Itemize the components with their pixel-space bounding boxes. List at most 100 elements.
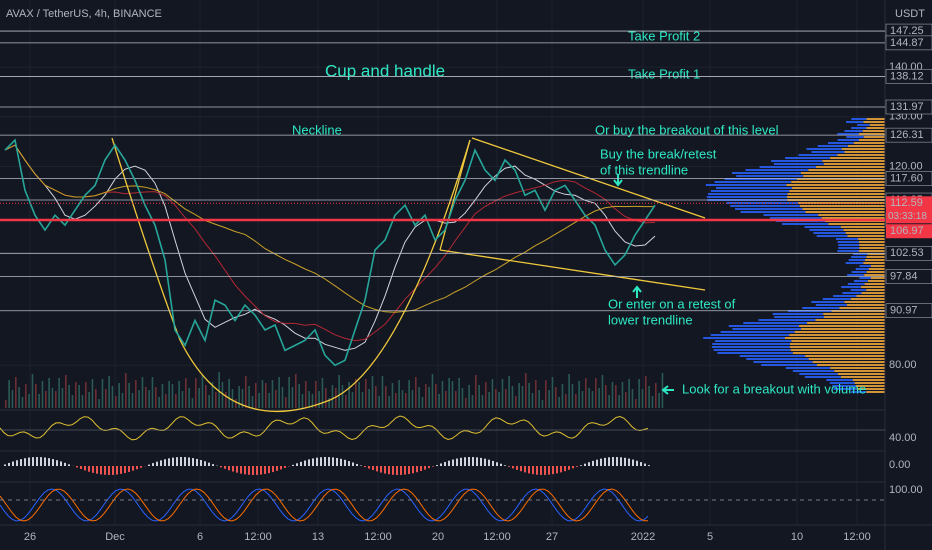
volume-bar xyxy=(391,383,394,408)
volume-bar xyxy=(545,380,547,408)
macd-hist xyxy=(352,462,354,466)
profile-blue xyxy=(815,304,847,306)
annotation: Or enter on a retest of xyxy=(608,296,736,311)
profile-blue xyxy=(734,208,803,210)
volume-bar xyxy=(35,384,37,408)
profile-orange xyxy=(808,169,885,171)
x-tick-label: 12:00 xyxy=(244,531,272,543)
macd-hist xyxy=(108,466,110,475)
macd-hist xyxy=(524,466,526,473)
macd-hist xyxy=(20,459,22,466)
profile-blue xyxy=(739,355,806,357)
macd-hist xyxy=(420,466,422,471)
macd-hist xyxy=(468,457,470,466)
profile-orange xyxy=(799,205,885,207)
profile-orange xyxy=(840,376,885,378)
volume-bar xyxy=(575,394,577,408)
macd-hist xyxy=(284,466,286,468)
macd-hist xyxy=(492,460,494,466)
macd-hist xyxy=(452,459,454,466)
macd-hist xyxy=(592,460,594,466)
macd-hist xyxy=(504,465,506,466)
volume-bar xyxy=(165,394,167,408)
volume-bar xyxy=(265,383,267,408)
macd-hist xyxy=(512,466,514,469)
level-label-bg xyxy=(885,246,932,261)
volume-bar xyxy=(461,388,464,408)
volume-bar xyxy=(21,397,24,408)
macd-hist xyxy=(640,462,642,466)
annotation: Take Profit 1 xyxy=(628,66,700,81)
profile-blue xyxy=(811,151,845,153)
decorations xyxy=(0,118,885,522)
x-tick-label: 12:00 xyxy=(483,531,511,543)
macd-hist xyxy=(632,459,634,466)
volume-bar xyxy=(158,397,160,408)
profile-blue xyxy=(847,274,865,276)
profile-orange xyxy=(786,196,885,198)
volume-bar xyxy=(25,384,27,408)
profile-blue xyxy=(706,196,787,198)
volume-bar xyxy=(81,395,84,408)
volume-bar xyxy=(211,382,214,408)
marked-price-bg xyxy=(886,224,932,239)
profile-orange xyxy=(858,238,885,240)
macd-hist xyxy=(160,460,162,466)
profile-orange xyxy=(866,118,885,120)
macd-hist xyxy=(164,459,166,466)
profile-blue xyxy=(851,118,867,120)
volume-bar xyxy=(291,387,294,408)
volume-bar xyxy=(508,376,510,408)
volume-bar xyxy=(308,391,310,408)
macd-hist xyxy=(320,457,322,466)
profile-blue xyxy=(711,190,790,192)
profile-orange xyxy=(821,217,885,219)
macd-hist xyxy=(620,457,622,466)
annotation: Look for a breakout with volume xyxy=(682,381,866,396)
profile-blue xyxy=(838,247,860,249)
volume-bar xyxy=(518,383,520,408)
profile-blue xyxy=(736,175,804,177)
y-tick-label: 80.00 xyxy=(889,359,917,371)
profile-blue xyxy=(846,136,864,138)
macd-hist xyxy=(316,457,318,466)
profile-blue xyxy=(837,139,859,141)
profile-blue xyxy=(855,268,869,270)
volume-bar xyxy=(651,396,654,408)
macd-hist xyxy=(100,466,102,475)
volume-bar xyxy=(88,392,90,408)
volume-bar xyxy=(341,385,344,408)
macd-hist xyxy=(324,457,326,466)
marked-price: 106.97 xyxy=(890,225,924,237)
macd-hist xyxy=(460,457,462,466)
profile-blue xyxy=(732,328,802,330)
profile-orange xyxy=(837,373,885,375)
volume-bar xyxy=(345,395,347,408)
profile-orange xyxy=(864,274,885,276)
profile-blue xyxy=(731,172,801,174)
volume-bar xyxy=(238,386,240,408)
profile-orange xyxy=(789,346,885,348)
volume-bar xyxy=(185,378,187,408)
macd-hist xyxy=(152,463,154,466)
profile-orange xyxy=(830,367,885,369)
volume-bar xyxy=(228,379,230,408)
y-tick-label: 120.00 xyxy=(889,160,923,172)
profile-orange xyxy=(847,145,885,147)
volume-bar xyxy=(551,377,554,408)
volume-bar xyxy=(618,395,620,408)
volume-bar xyxy=(621,382,624,408)
volume-bar xyxy=(455,391,457,408)
volume-bar xyxy=(101,379,104,408)
profile-orange xyxy=(869,124,885,126)
volume-bar xyxy=(368,389,370,408)
volume-bar xyxy=(465,398,467,408)
volume-bar xyxy=(511,386,514,408)
macd-hist xyxy=(60,461,62,466)
profile-orange xyxy=(801,328,885,330)
profile-orange xyxy=(860,286,885,288)
macd-hist xyxy=(8,462,10,466)
macd-hist xyxy=(424,466,426,470)
volume-bar xyxy=(401,390,404,408)
